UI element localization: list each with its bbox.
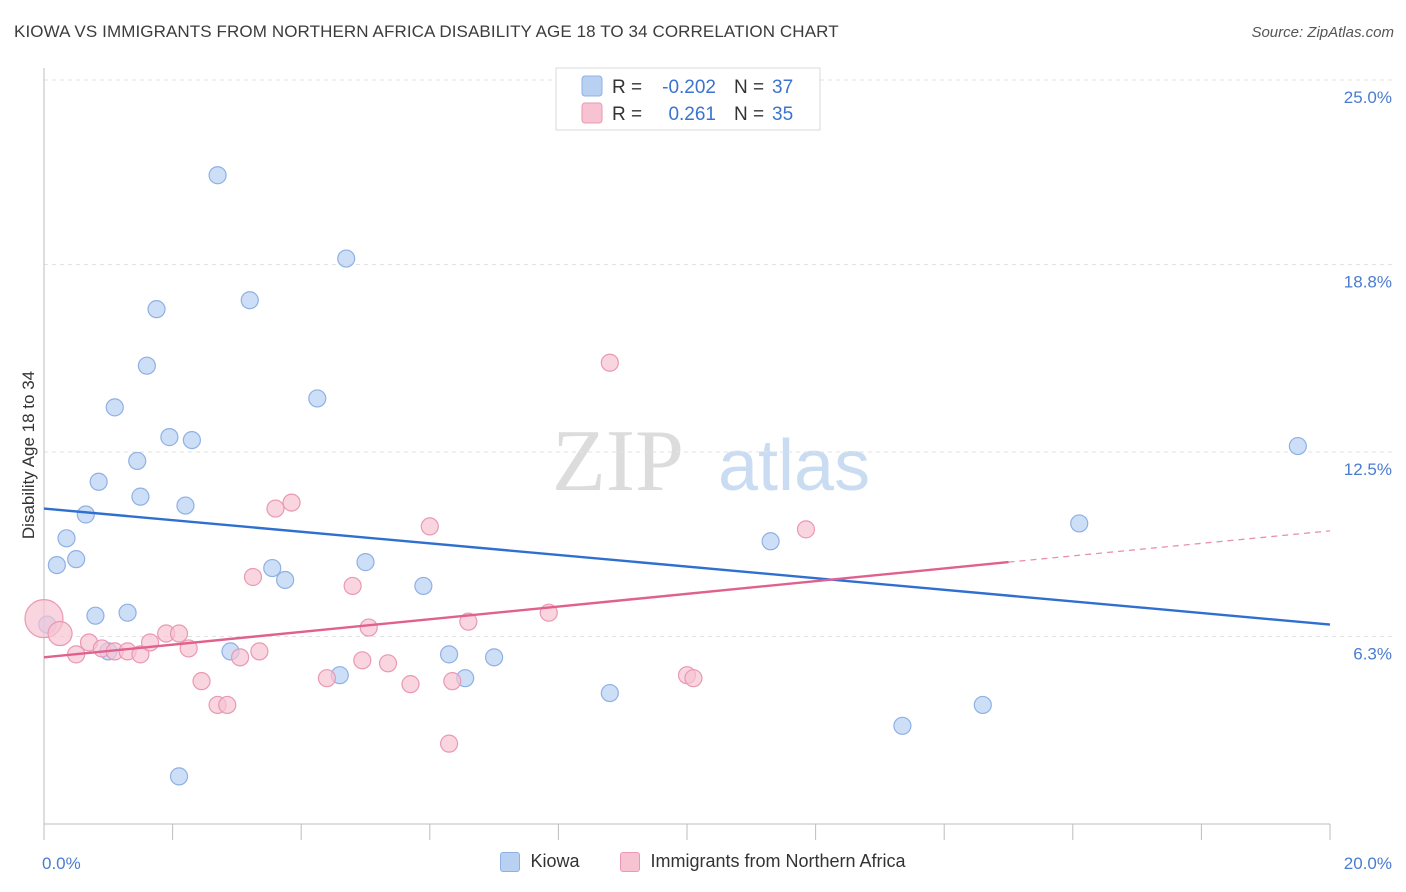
kiowa-point [761, 532, 780, 551]
kiowa-point [356, 553, 375, 572]
kiowa-point [1070, 514, 1089, 533]
legend-imm-r-value: 0.261 [668, 104, 716, 125]
kiowa-point [89, 472, 108, 491]
watermark-atlas: atlas [718, 426, 870, 506]
kiowa-point [182, 430, 201, 450]
legend-immigrants-label: Immigrants from Northern Africa [650, 851, 906, 871]
immigrants-trend-line [43, 560, 1009, 659]
kiowa-point [600, 683, 619, 703]
kiowa-point [47, 555, 66, 575]
immigrants-point [684, 669, 703, 688]
immigrants-swatch [620, 851, 641, 872]
immigrants-point [231, 648, 250, 667]
legend-swatch-kiowa [581, 75, 603, 97]
kiowa-point [1288, 436, 1307, 456]
immigrants-point [600, 353, 619, 372]
immigrants-point [317, 669, 337, 688]
legend-kiowa-r-value: -0.202 [662, 77, 716, 98]
immigrants-point [359, 618, 378, 637]
kiowa-point [893, 716, 912, 735]
y-tick-label-1: 18.8% [1344, 273, 1392, 292]
kiowa-point [128, 451, 147, 471]
gridlines [44, 79, 1392, 638]
x-tick-label-0: 0.0% [42, 854, 81, 873]
immigrants-trend-extension [1008, 530, 1331, 563]
immigrants-point [282, 493, 301, 512]
immigrants-point [218, 695, 237, 715]
kiowa-point [147, 300, 166, 319]
correlation-legend: R = -0.202 N = 37 R = 0.261 N = 35 [555, 67, 821, 131]
kiowa-point [76, 505, 95, 524]
immigrants-point [266, 499, 285, 518]
legend-kiowa-r-label: R = [612, 77, 642, 98]
axes [43, 68, 1331, 840]
kiowa-point [973, 695, 992, 715]
y-tick-label-2: 12.5% [1344, 460, 1392, 479]
kiowa-point [208, 166, 227, 185]
legend-swatch-immigrants [581, 102, 603, 124]
kiowa-point [86, 606, 105, 625]
tick-labels: 25.0% 18.8% 12.5% 6.3% 0.0% 20.0% [42, 88, 1392, 873]
x-tick-label-1: 20.0% [1344, 854, 1392, 873]
kiowa-point [160, 428, 179, 447]
kiowa-point [169, 767, 189, 786]
legend-item-kiowa: Kiowa [500, 851, 579, 872]
kiowa-point [57, 529, 76, 548]
immigrants-point [401, 675, 420, 694]
immigrants-point [343, 576, 362, 596]
legend-imm-n-label: N = [734, 104, 764, 125]
immigrants-point [169, 624, 189, 643]
watermark-zip: ZIP [552, 413, 684, 510]
immigrants-point [243, 567, 263, 587]
kiowa-swatch [500, 851, 521, 872]
immigrants-point [378, 654, 398, 673]
kiowa-point [118, 603, 137, 622]
kiowa-point [308, 389, 327, 408]
immigrants-point [192, 672, 211, 691]
immigrants-point [459, 612, 478, 631]
kiowa-point [414, 576, 433, 596]
legend-imm-r-label: R = [612, 104, 642, 125]
kiowa-point [176, 496, 195, 515]
immigrants-point [250, 642, 269, 661]
immigrants-point [47, 620, 73, 647]
kiowa-point [137, 356, 156, 375]
legend-item-immigrants: Immigrants from Northern Africa [620, 851, 906, 872]
legend-kiowa-n-label: N = [734, 77, 764, 98]
kiowa-point [263, 558, 282, 578]
legend-kiowa-n-value: 37 [772, 77, 793, 98]
kiowa-point [131, 487, 150, 506]
legend-kiowa-label: Kiowa [530, 851, 580, 871]
kiowa-point [485, 648, 504, 667]
y-tick-label-0: 25.0% [1344, 88, 1392, 107]
kiowa-point [67, 550, 86, 569]
y-tick-label-3: 6.3% [1353, 645, 1392, 664]
series-legend: Kiowa Immigrants from Northern Africa [0, 851, 1406, 877]
immigrants-point [131, 645, 150, 664]
source-credit: Source: ZipAtlas.com [1251, 24, 1394, 41]
immigrants-point [353, 651, 372, 670]
kiowa-trend-line [43, 507, 1331, 626]
chart-title: KIOWA VS IMMIGRANTS FROM NORTHERN AFRICA… [14, 22, 839, 41]
kiowa-point [105, 398, 124, 417]
kiowa-point [439, 645, 459, 664]
kiowa-point [240, 291, 259, 310]
kiowa-point [276, 570, 295, 590]
trend-lines [43, 507, 1331, 659]
immigrants-point [443, 672, 462, 691]
y-axis-label: Disability Age 18 to 34 [19, 371, 38, 539]
kiowa-point [337, 249, 356, 268]
immigrants-point [796, 520, 816, 539]
immigrants-point [420, 517, 439, 536]
immigrants-point [439, 734, 459, 753]
legend-imm-n-value: 35 [772, 104, 793, 125]
